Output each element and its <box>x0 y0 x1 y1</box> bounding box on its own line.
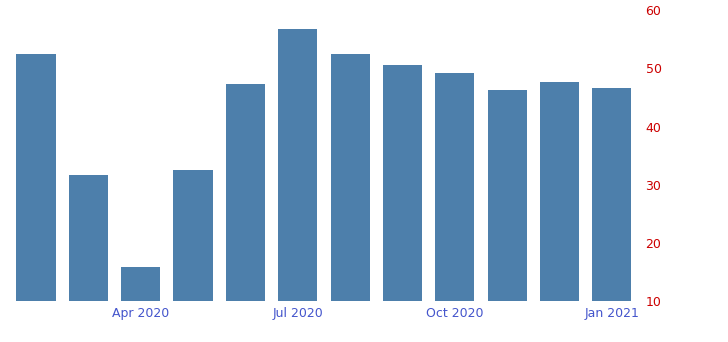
Bar <box>226 84 265 342</box>
Bar <box>173 170 213 342</box>
Bar <box>488 91 527 342</box>
Bar <box>121 267 160 342</box>
Bar <box>68 175 108 342</box>
Bar <box>331 54 370 342</box>
Bar <box>435 73 475 342</box>
Bar <box>592 88 631 342</box>
Bar <box>278 29 317 342</box>
Bar <box>17 54 56 342</box>
Bar <box>540 82 579 342</box>
Bar <box>383 65 422 342</box>
